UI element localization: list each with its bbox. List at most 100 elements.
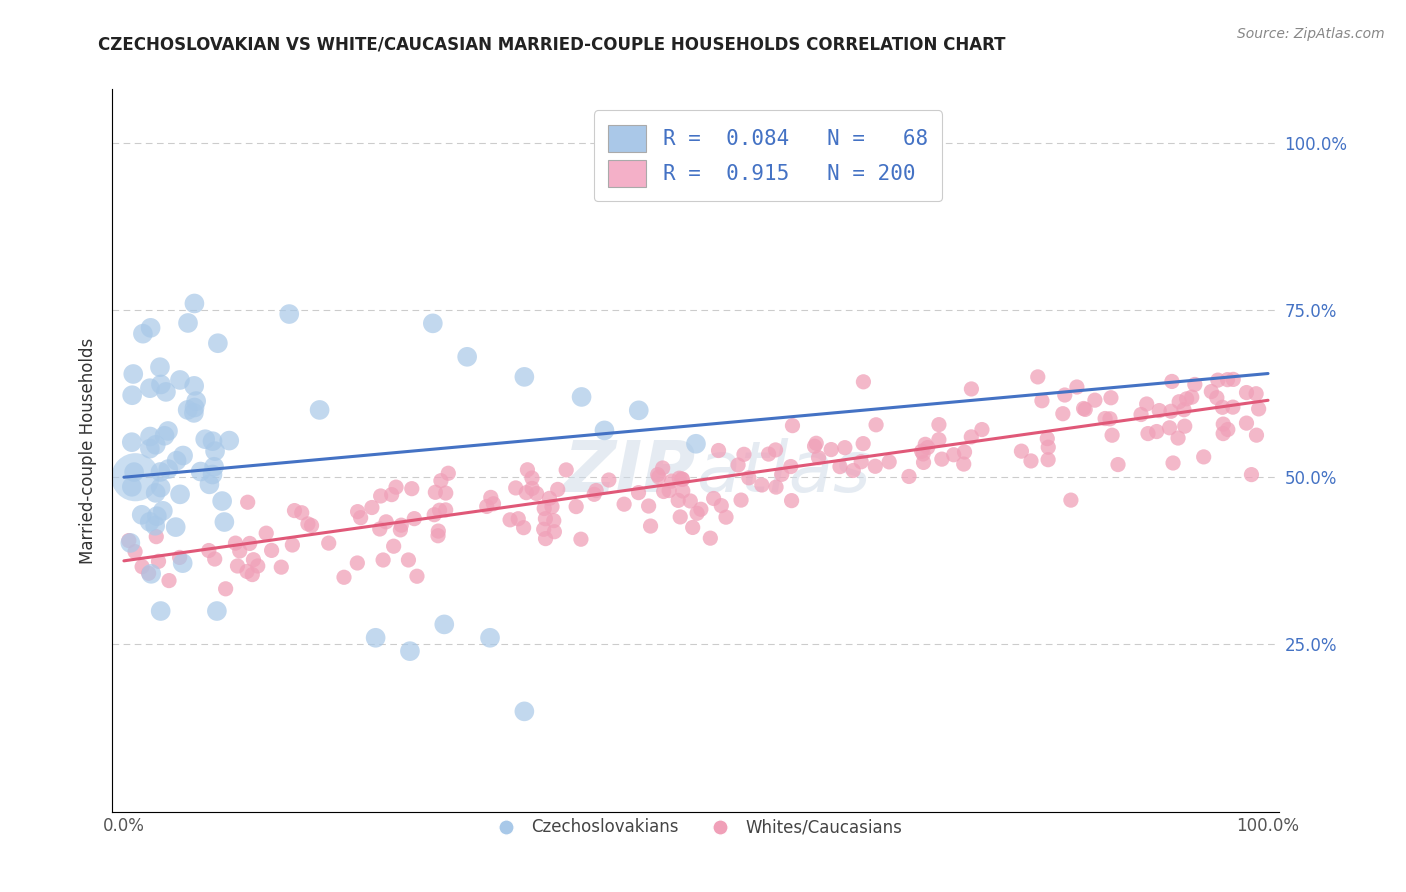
Point <box>176 403 198 417</box>
Point <box>685 436 707 450</box>
Point <box>1137 426 1160 441</box>
Point <box>283 503 305 517</box>
Point <box>141 566 163 581</box>
Point <box>370 489 392 503</box>
Point <box>1168 394 1191 409</box>
Point <box>640 519 662 533</box>
Point <box>733 447 755 461</box>
Point <box>236 565 259 579</box>
Point <box>121 388 143 402</box>
Point <box>427 524 450 538</box>
Point <box>291 506 314 520</box>
Point <box>429 503 451 517</box>
Point <box>239 536 262 550</box>
Point <box>1149 403 1171 417</box>
Point <box>547 483 569 497</box>
Point <box>534 532 557 546</box>
Point <box>686 506 709 520</box>
Point <box>515 485 537 500</box>
Point <box>169 550 191 565</box>
Point <box>214 515 236 529</box>
Point <box>132 326 155 341</box>
Point <box>145 438 167 452</box>
Point <box>131 508 153 522</box>
Point <box>1240 467 1263 482</box>
Point <box>1036 452 1059 467</box>
Point <box>169 373 191 387</box>
Point <box>820 442 842 457</box>
Point <box>780 493 803 508</box>
Point <box>131 559 153 574</box>
Point <box>912 447 935 461</box>
Point <box>1019 454 1042 468</box>
Point <box>513 705 536 719</box>
Point <box>1174 419 1197 434</box>
Point <box>211 494 233 508</box>
Point <box>149 377 172 392</box>
Point <box>270 560 292 574</box>
Point <box>207 336 229 351</box>
Point <box>1060 493 1083 508</box>
Point <box>121 435 143 450</box>
Point <box>668 471 690 485</box>
Point <box>1205 391 1227 405</box>
Point <box>389 518 412 533</box>
Point <box>479 491 502 505</box>
Point <box>139 321 162 335</box>
Point <box>124 544 146 558</box>
Point <box>738 471 761 485</box>
Point <box>917 441 939 455</box>
Point <box>145 530 167 544</box>
Point <box>278 307 301 321</box>
Point <box>404 511 426 525</box>
Point <box>183 406 205 420</box>
Point <box>346 505 368 519</box>
Point <box>505 481 527 495</box>
Point <box>651 461 673 475</box>
Point <box>842 463 865 477</box>
Point <box>1107 458 1129 472</box>
Point <box>627 403 650 417</box>
Point <box>593 424 616 438</box>
Point <box>526 486 548 500</box>
Point <box>583 487 606 501</box>
Point <box>1161 456 1184 470</box>
Point <box>648 470 671 484</box>
Point <box>689 502 711 516</box>
Point <box>434 503 457 517</box>
Point <box>637 499 659 513</box>
Point <box>512 521 534 535</box>
Point <box>381 487 404 501</box>
Point <box>1053 388 1076 402</box>
Point <box>912 455 935 469</box>
Point <box>406 569 429 583</box>
Point <box>679 494 702 508</box>
Point <box>1099 391 1122 405</box>
Point <box>475 500 498 514</box>
Point <box>1192 450 1215 464</box>
Point <box>1036 432 1059 446</box>
Point <box>301 518 323 533</box>
Point <box>281 538 304 552</box>
Point <box>770 467 793 482</box>
Point <box>658 483 681 498</box>
Point <box>571 390 593 404</box>
Point <box>201 467 224 482</box>
Point <box>139 515 162 529</box>
Point <box>240 567 263 582</box>
Point <box>898 469 921 483</box>
Point <box>543 514 565 528</box>
Point <box>928 417 950 432</box>
Point <box>155 384 177 399</box>
Point <box>1206 373 1229 387</box>
Point <box>520 471 543 485</box>
Point <box>598 473 620 487</box>
Point <box>202 459 225 474</box>
Point <box>224 536 246 550</box>
Point <box>807 450 830 465</box>
Point <box>139 429 162 443</box>
Point <box>242 552 264 566</box>
Point <box>1101 428 1123 442</box>
Point <box>368 522 391 536</box>
Point <box>672 483 695 498</box>
